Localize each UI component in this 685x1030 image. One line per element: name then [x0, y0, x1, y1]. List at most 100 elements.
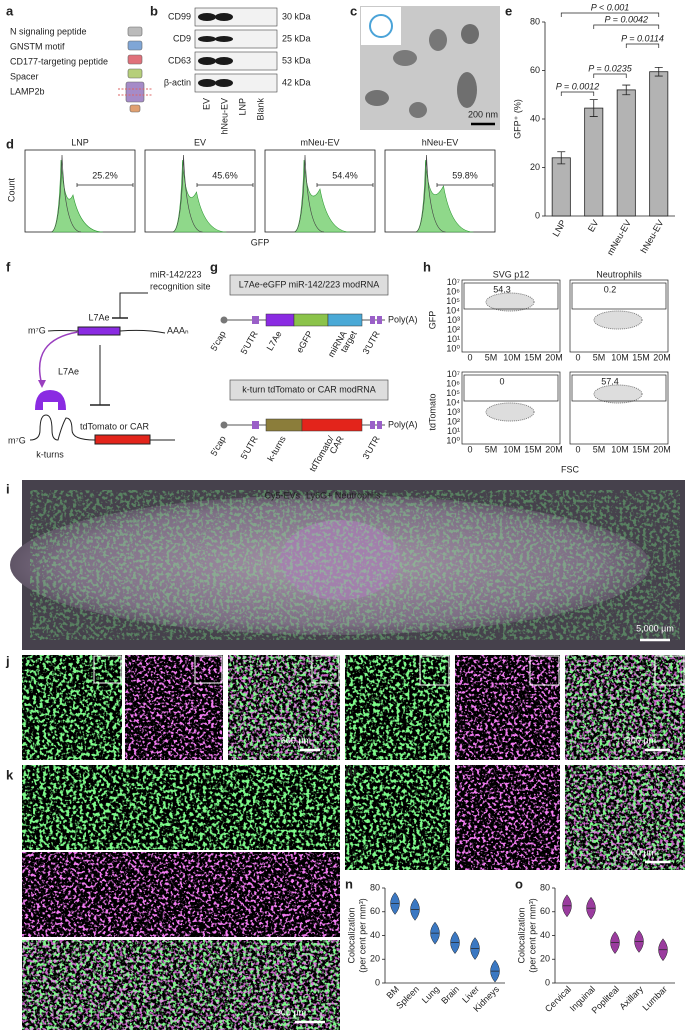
- gate-label: 57.4: [601, 376, 619, 386]
- axis-label: (per cent per mm³): [357, 898, 367, 973]
- y-tick-label: 60: [370, 906, 380, 916]
- lane-label: hNeu-EV: [219, 98, 229, 135]
- blot-size: 53 kDa: [282, 55, 311, 65]
- blot-band: [198, 13, 216, 21]
- construct-part-label: Poly(A): [388, 419, 418, 429]
- axis-label: GFP: [427, 311, 437, 330]
- y-tick-label: 40: [530, 113, 540, 123]
- flow-frame: [569, 371, 669, 445]
- blot-size: 25 kDa: [282, 33, 311, 43]
- x-tick-label: 10M: [503, 444, 521, 454]
- inset: [311, 655, 340, 684]
- y-tick-label: 60: [540, 906, 550, 916]
- y-tick-label: 10⁵: [446, 296, 460, 306]
- panel-letter: c: [350, 3, 357, 18]
- inset: [529, 655, 560, 686]
- gate-label: 0.2: [604, 284, 617, 294]
- diagram-label: tdTomato or CAR: [80, 421, 150, 431]
- y-tick-label: 10⁰: [446, 435, 460, 445]
- y-tick-label: 10⁵: [446, 388, 460, 398]
- blot-band: [198, 36, 216, 42]
- histogram-green: [172, 159, 227, 233]
- flow-cloud: [485, 292, 535, 312]
- p-value: P = 0.0235: [588, 63, 632, 73]
- histogram-green: [415, 159, 474, 233]
- axis: [384, 888, 505, 984]
- construct-part-label: 5′cap: [209, 434, 228, 457]
- x-tick-label: Spleen: [394, 984, 421, 1011]
- histogram-title: mNeu-EV: [300, 137, 339, 147]
- construct-label: LAMP2b: [10, 86, 45, 96]
- legend-label: Ly6G+ Neutrophils: [306, 490, 381, 500]
- column-title: SVG p12: [493, 269, 530, 279]
- blot-strip: [194, 7, 278, 27]
- construct-part: [293, 313, 329, 327]
- scale-label: 300 µm: [276, 1007, 306, 1017]
- y-tick-label: 10⁷: [447, 369, 460, 379]
- y-tick-label: 10⁰: [446, 343, 460, 353]
- construct-part-label: k-turns: [265, 434, 288, 463]
- significance-bracket: [593, 73, 627, 78]
- diagram-label: recognition site: [150, 281, 211, 291]
- legend-label: Cy5-EVs: [264, 490, 300, 500]
- gate: [463, 282, 559, 310]
- significance-bracket: [625, 43, 660, 48]
- significance-bracket: [593, 24, 660, 29]
- y-tick-label: 80: [530, 16, 540, 26]
- gate: [436, 183, 494, 187]
- y-tick-label: 60: [530, 65, 540, 75]
- panel-letter: g: [210, 259, 218, 274]
- y-tick-label: 10¹: [447, 334, 460, 344]
- histogram-gray: [172, 154, 203, 233]
- panel-letter: d: [6, 136, 14, 151]
- diagram-label: L7Ae: [88, 312, 109, 322]
- utr5: [252, 316, 259, 324]
- histogram-title: LNP: [71, 137, 89, 147]
- utr3: [370, 421, 375, 429]
- x-tick-label: 20M: [653, 444, 671, 454]
- gate: [316, 183, 374, 187]
- panel-letter: k: [6, 767, 14, 782]
- blot-label: CD9: [173, 33, 191, 43]
- gate-label: 45.6%: [212, 170, 238, 180]
- axis-label: Count: [6, 178, 16, 203]
- x-tick-label: EV: [586, 218, 601, 233]
- blot-strip: [194, 29, 278, 49]
- axis-label: Colocalization: [516, 907, 526, 963]
- magenta-signal: [125, 655, 223, 760]
- gate: [463, 374, 559, 402]
- flow-frame: [461, 279, 561, 353]
- error-bar: [557, 151, 566, 165]
- magenta-signal: [228, 655, 340, 760]
- utr3: [377, 316, 382, 324]
- x-tick-label: 20M: [545, 444, 563, 454]
- lane-label: EV: [201, 98, 211, 110]
- blot-band: [215, 13, 233, 21]
- inset: [194, 655, 223, 684]
- error-bar: [654, 66, 663, 77]
- panel-letter: f: [6, 259, 11, 274]
- construct-part-label: 5′cap: [209, 329, 228, 352]
- magenta-signal: [455, 655, 560, 760]
- diagram-label: m⁷G: [28, 325, 46, 335]
- blot-band: [215, 79, 233, 87]
- panel-letter: a: [6, 3, 14, 18]
- x-tick-label: mNeu-EV: [605, 218, 633, 257]
- magenta-signal: [455, 765, 560, 870]
- y-tick-label: 10⁶: [446, 286, 460, 296]
- construct-part: [327, 313, 363, 327]
- construct-part-label: eGFP: [294, 329, 314, 354]
- flow-cloud: [593, 310, 643, 330]
- y-tick-label: 10²: [447, 324, 460, 334]
- x-tick-label: 0: [575, 352, 580, 362]
- histogram-green: [293, 159, 351, 233]
- construct-label: CD177-targeting peptide: [10, 56, 108, 66]
- y-tick-label: 0: [545, 977, 550, 987]
- y-tick-label: 0: [375, 977, 380, 987]
- scale-label: 600 µm: [281, 735, 311, 745]
- utr3: [377, 421, 382, 429]
- y-tick-label: 40: [540, 930, 550, 940]
- x-tick-label: 20M: [653, 352, 671, 362]
- em-image: [360, 6, 500, 130]
- inset: [93, 655, 122, 684]
